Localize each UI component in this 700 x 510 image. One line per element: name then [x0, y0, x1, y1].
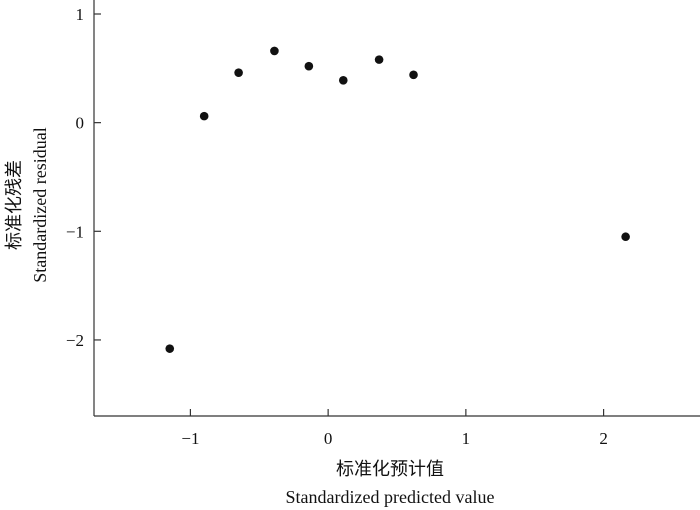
data-point — [409, 70, 418, 80]
axes — [93, 0, 700, 417]
data-point — [304, 61, 314, 71]
data-points — [165, 46, 630, 353]
y-tick-label: 0 — [76, 114, 85, 133]
y-tick-label: −2 — [66, 331, 84, 350]
x-axis-title-cn: 标准化预计值 — [336, 459, 444, 479]
data-point — [165, 344, 175, 353]
data-point — [270, 46, 279, 56]
data-point — [374, 55, 384, 64]
x-axis-title: Standardized predicted value — [286, 487, 495, 507]
y-tick-label: −1 — [66, 222, 84, 241]
x-tick-label: −1 — [181, 429, 199, 448]
y-tick-label: 1 — [76, 5, 85, 24]
y-axis-title: Standardized residual — [30, 127, 50, 282]
data-point — [621, 232, 630, 242]
x-ticks: −1 0 1 2 — [181, 409, 608, 448]
x-tick-label: 1 — [462, 429, 471, 448]
data-point — [234, 68, 243, 77]
x-tick-label: 0 — [324, 429, 333, 448]
y-axis-title-cn: 标准化残差 — [4, 160, 24, 250]
y-ticks: −2 −1 0 1 — [66, 5, 101, 350]
data-point — [199, 111, 209, 121]
x-tick-label: 2 — [599, 429, 608, 448]
data-point — [338, 75, 348, 85]
